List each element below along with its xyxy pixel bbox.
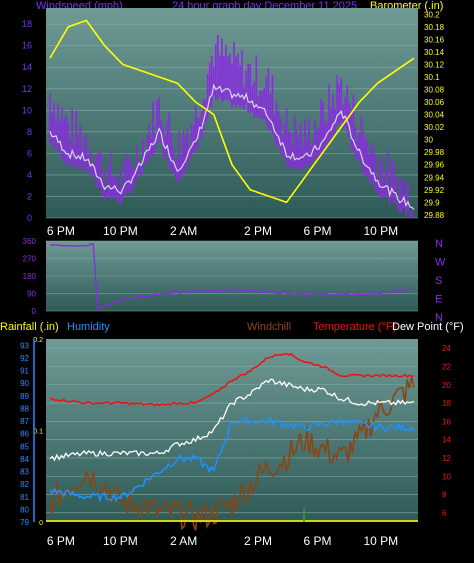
humidity-tick-label: 88 bbox=[20, 404, 29, 413]
humidity-tick-label: 92 bbox=[20, 354, 29, 363]
compass-label: E bbox=[435, 294, 442, 306]
wind-x-tick-label: 10 PM bbox=[103, 224, 138, 238]
rain-tick-label: 0.1 bbox=[33, 429, 43, 436]
wind-x-tick-label: 2 PM bbox=[244, 224, 272, 238]
compass-label: S bbox=[435, 275, 442, 287]
wind-tick-label: 18 bbox=[22, 19, 32, 29]
humidity-tick-label: 81 bbox=[20, 493, 29, 502]
barometer-tick-label: 30.1 bbox=[424, 73, 440, 82]
barometer-tick-label: 29.92 bbox=[424, 186, 445, 195]
temp-x-tick-label: 6 PM bbox=[304, 534, 332, 548]
humidity-tick-label: 91 bbox=[20, 367, 29, 376]
humidity-tick-label: 86 bbox=[20, 430, 29, 439]
wind-tick-label: 6 bbox=[27, 148, 32, 158]
rain-tick-label: 0.2 bbox=[33, 337, 43, 344]
temp-tick-label: 20 bbox=[442, 381, 451, 390]
barometer-tick-label: 30 bbox=[424, 136, 433, 145]
barometer-tick-label: 30.16 bbox=[424, 35, 445, 44]
temp-x-tick-label: 2 AM bbox=[170, 534, 197, 548]
temp-x-tick-label: 6 PM bbox=[47, 534, 75, 548]
temp-tick-label: 22 bbox=[442, 362, 451, 371]
humidity-tick-label: 84 bbox=[20, 455, 29, 464]
temperature-label: Temperature (°F) bbox=[313, 321, 397, 333]
barometer-tick-label: 29.98 bbox=[424, 148, 445, 157]
temp-tick-label: 10 bbox=[442, 472, 451, 481]
compass-label: W bbox=[435, 257, 446, 269]
rainfall-label: Rainfall (.in) bbox=[0, 321, 59, 333]
temperature-line bbox=[49, 353, 415, 407]
humidity-tick-label: 85 bbox=[20, 442, 29, 451]
barometer-tick-label: 30.14 bbox=[424, 48, 445, 57]
barometer-tick-label: 30.08 bbox=[424, 85, 445, 94]
wind-tick-label: 0 bbox=[27, 213, 32, 223]
barometer-tick-label: 30.04 bbox=[424, 111, 445, 120]
dewpoint-line bbox=[49, 378, 415, 462]
humidity-tick-label: 90 bbox=[20, 379, 29, 388]
temp-tick-label: 24 bbox=[442, 344, 451, 353]
humidity-label: Humidity bbox=[67, 321, 110, 333]
wind-tick-label: 8 bbox=[27, 127, 32, 137]
humidity-tick-label: 80 bbox=[20, 505, 29, 514]
barometer-tick-label: 29.96 bbox=[424, 161, 445, 170]
humidity-line bbox=[49, 416, 415, 503]
temp-tick-label: 6 bbox=[442, 509, 447, 518]
wind-tick-label: 14 bbox=[22, 62, 32, 72]
direction-tick-label: 180 bbox=[23, 272, 37, 281]
temp-tick-label: 12 bbox=[442, 454, 451, 463]
barometer-tick-label: 29.88 bbox=[424, 211, 445, 220]
wind-tick-label: 12 bbox=[22, 84, 32, 94]
humidity-tick-label: 93 bbox=[20, 341, 29, 350]
humidity-tick-label: 87 bbox=[20, 417, 29, 426]
wind-x-tick-label: 6 PM bbox=[47, 224, 75, 238]
barometer-tick-label: 30.02 bbox=[424, 123, 445, 132]
barometer-tick-label: 30.12 bbox=[424, 60, 445, 69]
humidity-tick-label: 79 bbox=[20, 518, 29, 527]
barometer-line bbox=[49, 19, 415, 204]
temp-tick-label: 18 bbox=[442, 399, 451, 408]
windchill-label: Windchill bbox=[247, 321, 292, 333]
wind-x-tick-label: 10 PM bbox=[363, 224, 398, 238]
barometer-tick-label: 30.06 bbox=[424, 98, 445, 107]
temp-x-tick-label: 2 PM bbox=[244, 534, 272, 548]
rain-tick-label: 0 bbox=[39, 520, 43, 527]
compass-label: N bbox=[435, 238, 443, 250]
barometer-tick-label: 29.94 bbox=[424, 173, 445, 182]
humidity-tick-label: 83 bbox=[20, 468, 29, 477]
temp-x-tick-label: 10 PM bbox=[363, 534, 398, 548]
humidity-tick-label: 82 bbox=[20, 480, 29, 489]
wind-x-tick-label: 2 AM bbox=[170, 224, 197, 238]
windspeed-avg-line bbox=[49, 83, 415, 210]
temp-tick-label: 14 bbox=[442, 436, 451, 445]
barometer-tick-label: 29.9 bbox=[424, 198, 440, 207]
direction-tick-label: 0 bbox=[32, 307, 37, 316]
direction-tick-label: 270 bbox=[23, 255, 37, 264]
humidity-tick-label: 89 bbox=[20, 392, 29, 401]
temp-tick-label: 16 bbox=[442, 417, 451, 426]
wind-x-tick-label: 6 PM bbox=[304, 224, 332, 238]
dewpoint-label: Dew Point (°F) bbox=[392, 321, 464, 333]
wind-tick-label: 10 bbox=[22, 105, 32, 115]
barometer-tick-label: 30.18 bbox=[424, 23, 445, 32]
direction-line bbox=[50, 242, 415, 310]
temp-x-tick-label: 10 PM bbox=[103, 534, 138, 548]
compass-label: N bbox=[435, 312, 443, 324]
direction-tick-label: 90 bbox=[27, 290, 36, 299]
wind-tick-label: 2 bbox=[27, 191, 32, 201]
wind-tick-label: 4 bbox=[27, 170, 32, 180]
direction-tick-label: 360 bbox=[23, 237, 37, 246]
wind-tick-label: 16 bbox=[22, 41, 32, 51]
temp-tick-label: 8 bbox=[442, 491, 447, 500]
barometer-tick-label: 30.2 bbox=[424, 10, 440, 19]
